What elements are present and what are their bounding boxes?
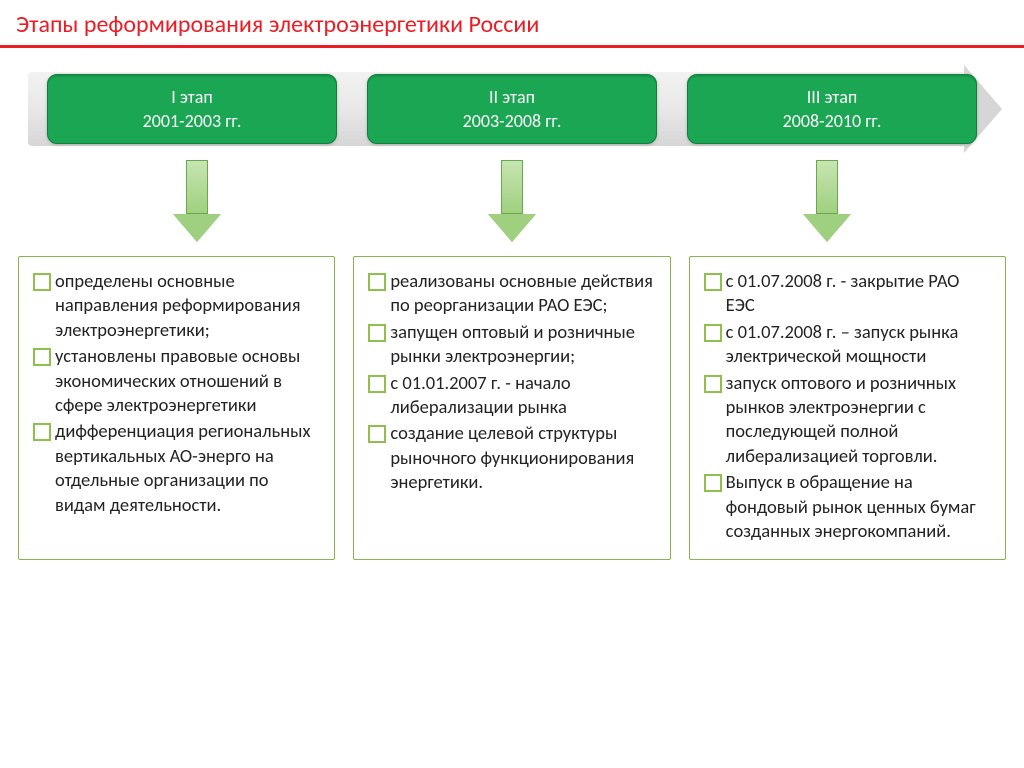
list-item: с 01.07.2008 г. – запуск рынка электриче…: [704, 320, 991, 369]
stages-row: I этап 2001-2003 гг. II этап 2003-2008 г…: [28, 74, 996, 145]
list-item: установлены правовые основы экономически…: [33, 344, 320, 417]
detail-list-3: с 01.07.2008 г. - закрытие РАО ЕЭС с 01.…: [704, 269, 991, 543]
stage-box-1: I этап 2001-2003 гг.: [47, 74, 337, 145]
detail-box-3: с 01.07.2008 г. - закрытие РАО ЕЭС с 01.…: [689, 256, 1006, 560]
arrows-row: [0, 154, 1024, 242]
detail-box-2: реализованы основные действия по реорган…: [353, 256, 670, 560]
page-title: Этапы реформирования электроэнергетики Р…: [0, 0, 1024, 48]
down-arrow-2-icon: [488, 160, 536, 242]
list-item: с 01.07.2008 г. - закрытие РАО ЕЭС: [704, 269, 991, 318]
details-row: определены основные направления реформир…: [0, 242, 1024, 560]
detail-box-1: определены основные направления реформир…: [18, 256, 335, 560]
list-item: запущен оптовый и розничные рынки электр…: [368, 320, 655, 369]
stage-1-years: 2001-2003 гг.: [56, 109, 328, 133]
list-item: реализованы основные действия по реорган…: [368, 269, 655, 318]
down-arrow-1-icon: [173, 160, 221, 242]
detail-list-2: реализованы основные действия по реорган…: [368, 269, 655, 495]
list-item: определены основные направления реформир…: [33, 269, 320, 342]
stage-1-label: I этап: [56, 85, 328, 109]
list-item: запуск оптового и розничных рынков элект…: [704, 371, 991, 469]
stage-3-label: III этап: [696, 85, 968, 109]
detail-list-1: определены основные направления реформир…: [33, 269, 320, 517]
down-arrow-3-icon: [803, 160, 851, 242]
stage-box-3: III этап 2008-2010 гг.: [687, 74, 977, 145]
list-item: дифференциация региональных вертикальных…: [33, 419, 320, 517]
list-item: с 01.01.2007 г. - начало либерализации р…: [368, 371, 655, 420]
stage-box-2: II этап 2003-2008 гг.: [367, 74, 657, 145]
stage-3-years: 2008-2010 гг.: [696, 109, 968, 133]
list-item: Выпуск в обращение на фондовый рынок цен…: [704, 470, 991, 543]
list-item: создание целевой структуры рыночного фун…: [368, 421, 655, 494]
stage-2-years: 2003-2008 гг.: [376, 109, 648, 133]
timeline-bar: I этап 2001-2003 гг. II этап 2003-2008 г…: [28, 64, 996, 154]
stage-2-label: II этап: [376, 85, 648, 109]
